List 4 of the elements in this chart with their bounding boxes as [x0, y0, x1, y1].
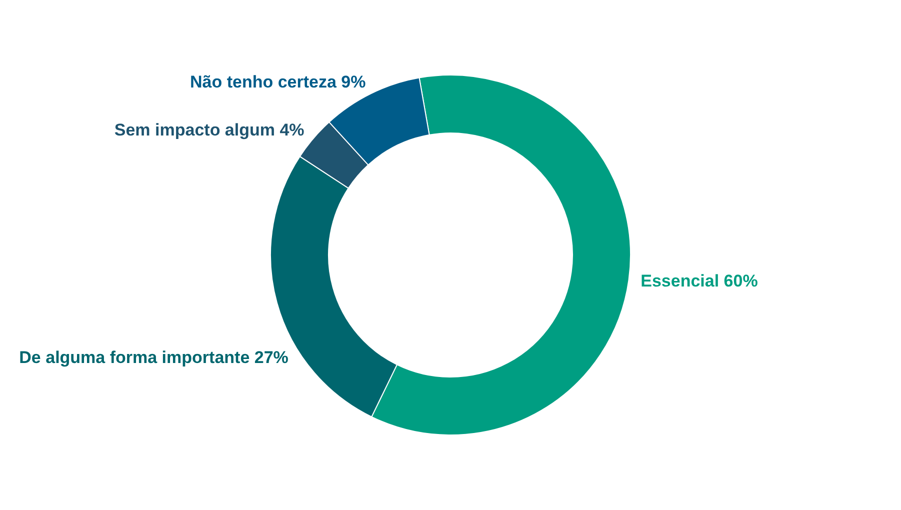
slice-label: Sem impacto algum 4%: [114, 120, 304, 140]
slice-label: Não tenho certeza 9%: [190, 72, 366, 92]
slice-label: De alguma forma importante 27%: [19, 348, 288, 367]
slice-label: Essencial 60%: [640, 272, 758, 291]
